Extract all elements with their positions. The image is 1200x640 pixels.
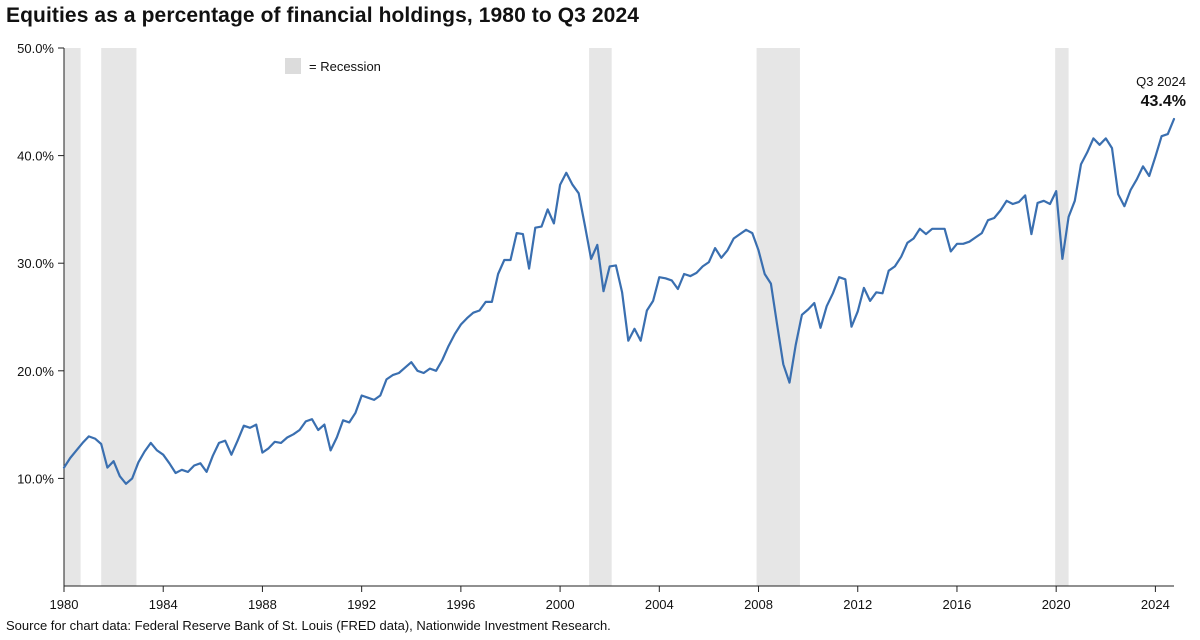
y-tick-label: 20.0% xyxy=(17,364,54,379)
x-tick-label: 2020 xyxy=(1042,597,1071,612)
x-tick-label: 1980 xyxy=(50,597,79,612)
recession-band-5 xyxy=(1055,48,1069,586)
y-tick-label: 50.0% xyxy=(17,41,54,56)
recession-band-1 xyxy=(64,48,81,586)
x-tick-label: 2004 xyxy=(645,597,674,612)
y-tick-label: 40.0% xyxy=(17,149,54,164)
recession-band-4 xyxy=(756,48,800,586)
y-tick-label: 10.0% xyxy=(17,471,54,486)
legend: = Recession xyxy=(285,58,381,74)
annotation-period-label: Q3 2024 xyxy=(1136,74,1186,89)
x-tick-label: 2016 xyxy=(942,597,971,612)
x-tick-label: 1996 xyxy=(446,597,475,612)
x-tick-label: 2008 xyxy=(744,597,773,612)
legend-swatch-recession xyxy=(285,58,301,74)
recession-band-2 xyxy=(101,48,137,586)
recession-band-3 xyxy=(589,48,612,586)
chart-title: Equities as a percentage of financial ho… xyxy=(6,4,640,27)
x-tick-label: 1988 xyxy=(248,597,277,612)
legend-label-recession: = Recession xyxy=(309,59,381,74)
y-tick-label: 30.0% xyxy=(17,256,54,271)
series-line-group xyxy=(62,117,1176,485)
x-tick-label: 1992 xyxy=(347,597,376,612)
axes: 10.0% 20.0% 30.0% 40.0% 50.0% 1980 1984 1988 199… xyxy=(17,41,1174,612)
source-note: Source for chart data: Federal Reserve B… xyxy=(6,618,611,633)
annotation-value-label: 43.4% xyxy=(1141,93,1186,110)
x-tick-label: 2024 xyxy=(1141,597,1170,612)
recession-bands xyxy=(64,48,1069,586)
last-value-annotation: Q3 2024 43.4% xyxy=(1136,74,1186,110)
series-line xyxy=(62,117,1176,485)
x-tick-label: 2000 xyxy=(546,597,575,612)
x-tick-label: 2012 xyxy=(843,597,872,612)
x-tick-label: 1984 xyxy=(149,597,178,612)
